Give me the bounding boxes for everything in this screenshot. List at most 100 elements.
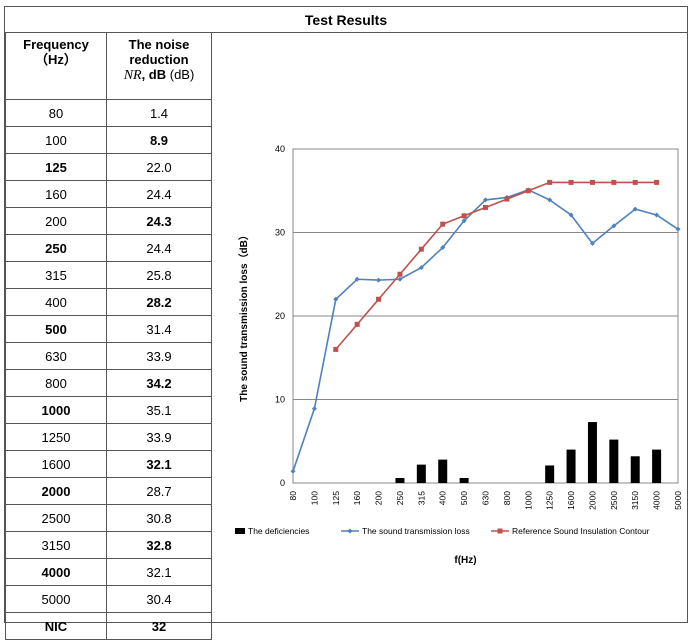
deficiency-bar xyxy=(609,439,619,483)
transmission-loss-point xyxy=(547,197,553,203)
deficiency-bar xyxy=(459,477,469,483)
frequency-cell: 1600 xyxy=(5,450,107,478)
table-row: 4000 32.1 xyxy=(5,558,212,586)
transmission-loss-point xyxy=(397,276,403,282)
header-nr-unit-bold: , dB xyxy=(141,67,167,82)
table-row: 2500 30.8 xyxy=(5,504,212,532)
frequency-cell: NIC xyxy=(5,612,107,640)
deficiency-bar xyxy=(545,465,555,483)
table-row: 500 31.4 xyxy=(5,315,212,343)
transmission-loss-point xyxy=(483,197,488,203)
table-row: 5000 30.4 xyxy=(5,585,212,613)
frequency-cell: 125 xyxy=(5,153,107,181)
frequency-cell: 160 xyxy=(5,180,107,208)
transmission-loss-point xyxy=(333,296,339,302)
reference-contour-point xyxy=(525,188,531,194)
x-tick-label: 630 xyxy=(481,491,491,505)
reference-contour-point xyxy=(589,179,595,185)
transmission-loss-point xyxy=(461,218,467,224)
x-tick-label: 400 xyxy=(438,491,448,505)
transmission-loss-point xyxy=(632,206,638,212)
transmission-loss-point xyxy=(376,277,382,283)
transmission-loss-chart: 0 10 20 30 40 80 100 125 160 200 250 315 400 500 630 80… xyxy=(231,137,691,577)
noise-reduction-cell: 35.1 xyxy=(106,396,212,424)
frequency-cell: 2000 xyxy=(5,477,107,505)
frequency-cell: 250 xyxy=(5,234,107,262)
table-row: 100 8.9 xyxy=(5,126,212,154)
frequency-cell: 800 xyxy=(5,369,107,397)
table-row: NIC 32 xyxy=(5,612,212,640)
transmission-loss-point xyxy=(675,226,681,232)
noise-reduction-cell: 32 xyxy=(106,612,212,640)
frequency-cell: 5000 xyxy=(5,585,107,613)
reference-contour-point xyxy=(483,204,488,210)
noise-reduction-cell: 31.4 xyxy=(106,315,212,343)
transmission-loss-point xyxy=(589,240,595,246)
deficiency-bar xyxy=(630,456,640,483)
x-tick-label: 100 xyxy=(309,491,319,505)
frequency-cell: 630 xyxy=(5,342,107,370)
header-frequency-label: Frequency （Hz） xyxy=(23,37,89,67)
reference-contour-point xyxy=(568,179,574,185)
y-tick-label: 20 xyxy=(275,311,285,321)
noise-reduction-cell: 32.8 xyxy=(106,531,212,559)
noise-reduction-cell: 32.1 xyxy=(106,450,212,478)
noise-reduction-cell: 24.4 xyxy=(106,180,212,208)
header-nr-unit-text: (dB) xyxy=(166,67,195,82)
frequency-cell: 1000 xyxy=(5,396,107,424)
table-row: 630 33.9 xyxy=(5,342,212,370)
noise-reduction-cell: 30.4 xyxy=(106,585,212,613)
transmission-loss-point xyxy=(311,406,317,412)
frequency-cell: 400 xyxy=(5,288,107,316)
transmission-loss-point xyxy=(654,212,660,218)
frequency-cell: 200 xyxy=(5,207,107,235)
noise-reduction-cell: 24.3 xyxy=(106,207,212,235)
table-row: 80 1.4 xyxy=(5,99,212,127)
x-tick-label: 5000 xyxy=(673,491,683,510)
noise-reduction-cell: 28.7 xyxy=(106,477,212,505)
frequency-cell: 500 xyxy=(5,315,107,343)
table-row: 1600 32.1 xyxy=(5,450,212,478)
x-tick-label: 1000 xyxy=(523,491,533,510)
deficiency-bar xyxy=(652,449,662,483)
x-axis-title: f(Hz) xyxy=(454,555,476,566)
header-nr-line1: The noise xyxy=(128,37,190,52)
x-tick-label: 4000 xyxy=(652,491,662,510)
reference-contour-point xyxy=(418,246,424,252)
frequency-cell: 3150 xyxy=(5,531,107,559)
x-tick-label: 250 xyxy=(395,491,405,505)
x-tick-label: 500 xyxy=(459,491,469,505)
table-row: 1000 35.1 xyxy=(5,396,212,424)
frequency-cell: 80 xyxy=(5,99,107,127)
x-tick-label: 125 xyxy=(331,491,341,505)
legend-label: The sound transmission loss xyxy=(362,526,470,536)
chart-svg: 0 10 20 30 40 80 100 125 160 200 250 315 400 500 630 80… xyxy=(235,144,683,566)
x-tick-label: 200 xyxy=(374,491,384,505)
noise-reduction-cell: 32.1 xyxy=(106,558,212,586)
transmission-loss-point xyxy=(611,223,617,229)
noise-reduction-cell: 24.4 xyxy=(106,234,212,262)
reference-contour-point xyxy=(354,321,360,327)
transmission-loss-point xyxy=(440,245,446,251)
frequency-cell: 2500 xyxy=(5,504,107,532)
x-tick-label: 160 xyxy=(352,491,362,505)
reference-contour-point xyxy=(611,179,617,185)
reference-contour-point xyxy=(440,221,446,227)
legend-swatch-deficiencies xyxy=(235,528,245,534)
x-tick-label: 2000 xyxy=(587,491,597,510)
noise-reduction-cell: 1.4 xyxy=(106,99,212,127)
y-axis-title: The sound transmission loss（dB） xyxy=(237,230,250,402)
y-tick-label: 10 xyxy=(275,395,285,405)
reference-contour-point xyxy=(333,346,339,352)
reference-contour-point xyxy=(632,179,638,185)
table-row: 1250 33.9 xyxy=(5,423,212,451)
frequency-cell: 100 xyxy=(5,126,107,154)
noise-reduction-cell: 22.0 xyxy=(106,153,212,181)
y-tick-label: 40 xyxy=(275,144,285,154)
reference-contour-point xyxy=(376,296,382,302)
reference-contour-point xyxy=(461,213,467,219)
noise-reduction-cell: 33.9 xyxy=(106,342,212,370)
x-tick-label: 800 xyxy=(502,491,512,505)
reference-contour-point xyxy=(547,179,553,185)
deficiency-bar xyxy=(416,464,426,483)
